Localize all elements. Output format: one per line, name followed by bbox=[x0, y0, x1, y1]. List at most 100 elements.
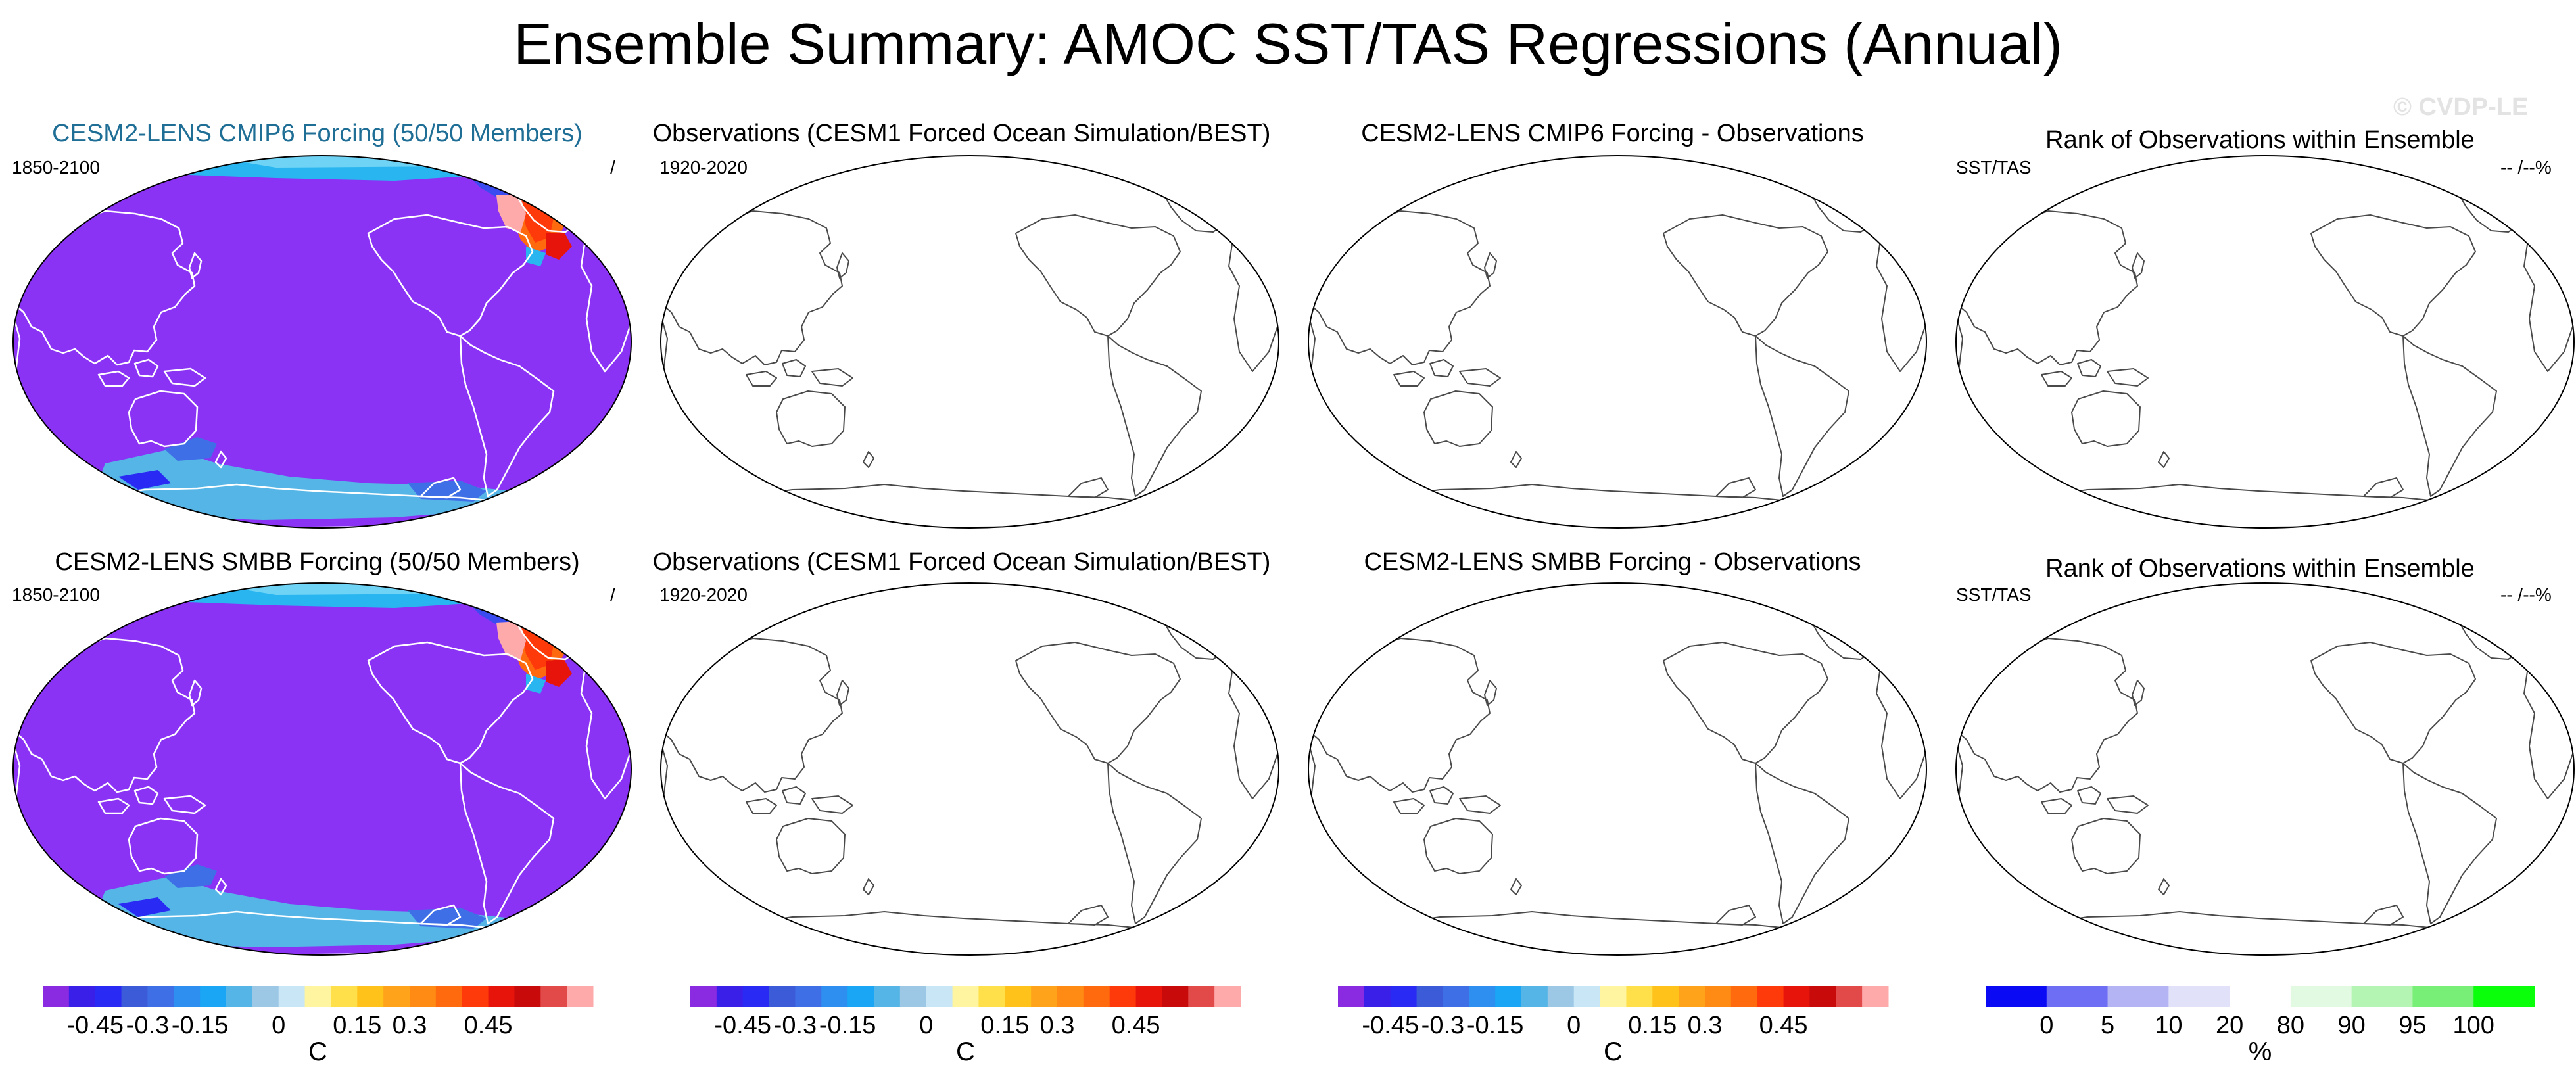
colorbar-tick-label: 0.45 bbox=[1759, 1012, 1808, 1039]
colorbar-box bbox=[899, 986, 927, 1007]
colorbar-box bbox=[1652, 986, 1679, 1007]
colorbar-c3 bbox=[1338, 986, 1889, 1007]
colorbar-tick-label: 95 bbox=[2398, 1012, 2427, 1039]
colorbar-box bbox=[1573, 986, 1601, 1007]
map-r2c4 bbox=[1930, 583, 2575, 955]
watermark: © CVDP-LE bbox=[2393, 93, 2529, 121]
colorbar-box bbox=[1005, 986, 1032, 1007]
panel-title-r1c1: CESM2-LENS CMIP6 Forcing (50/50 Members) bbox=[52, 120, 583, 147]
colorbar-box bbox=[2290, 986, 2352, 1007]
period-label-r2c2: 1920-2020 bbox=[659, 584, 748, 605]
map-r2c2 bbox=[634, 583, 1280, 955]
colorbar-box bbox=[43, 986, 70, 1007]
colorbar-box bbox=[874, 986, 901, 1007]
colorbar-box bbox=[1547, 986, 1575, 1007]
colorbar-box bbox=[1469, 986, 1496, 1007]
colorbar-box bbox=[1390, 986, 1418, 1007]
colorbar-tick-label: -0.45 bbox=[714, 1012, 772, 1039]
colorbar-box bbox=[1109, 986, 1137, 1007]
colorbar-box bbox=[716, 986, 744, 1007]
period-label-r1c1: 1850-2100 bbox=[12, 157, 100, 177]
colorbar-tick-label: -0.3 bbox=[773, 1012, 817, 1039]
colorbar-c1 bbox=[43, 986, 594, 1007]
colorbar-box bbox=[847, 986, 874, 1007]
panel-title-r2c4: Rank of Observations within Ensemble bbox=[2045, 555, 2475, 582]
colorbar-box bbox=[1836, 986, 1863, 1007]
figure-title: Ensemble Summary: AMOC SST/TAS Regressio… bbox=[513, 11, 2063, 76]
colorbar-tick-label: 0.3 bbox=[392, 1012, 427, 1039]
colorbar-box bbox=[174, 986, 201, 1007]
colorbar-box bbox=[978, 986, 1005, 1007]
colorbar-box bbox=[1495, 986, 1522, 1007]
colorbar-tick-label: 0 bbox=[1567, 1012, 1581, 1039]
panel-title-r2c1: CESM2-LENS SMBB Forcing (50/50 Members) bbox=[55, 548, 580, 576]
colorbar-box bbox=[383, 986, 410, 1007]
colorbar-tick-label: -0.15 bbox=[819, 1012, 876, 1039]
colorbar-box bbox=[2351, 986, 2413, 1007]
panel-title-r1c2: Observations (CESM1 Forced Ocean Simulat… bbox=[652, 120, 1271, 147]
colorbar-box bbox=[252, 986, 279, 1007]
colorbar-box bbox=[488, 986, 515, 1007]
colorbar-box bbox=[1809, 986, 1836, 1007]
panel-title-r2c3: CESM2-LENS SMBB Forcing - Observations bbox=[1364, 548, 1861, 576]
colorbar-tick-label: 100 bbox=[2452, 1012, 2494, 1039]
colorbar-box bbox=[1862, 986, 1889, 1007]
colorbar-box bbox=[95, 986, 122, 1007]
colorbar-box bbox=[1416, 986, 1443, 1007]
colorbar-box bbox=[514, 986, 541, 1007]
colorbar-box bbox=[226, 986, 253, 1007]
colorbar-box bbox=[2473, 986, 2535, 1007]
colorbar-box bbox=[1338, 986, 1365, 1007]
colorbar-box bbox=[952, 986, 979, 1007]
colorbar-box bbox=[357, 986, 384, 1007]
colorbar-tick-label: 0.15 bbox=[333, 1012, 382, 1039]
colorbar-box bbox=[1135, 986, 1162, 1007]
colorbar-box bbox=[1057, 986, 1084, 1007]
colorbar-box bbox=[1986, 986, 2047, 1007]
colorbar-box bbox=[1083, 986, 1110, 1007]
colorbar-box bbox=[331, 986, 358, 1007]
members-label-r2c1: / bbox=[610, 584, 615, 605]
variable-label-r1c4: SST/TAS bbox=[1956, 157, 2032, 177]
colorbar-box bbox=[1521, 986, 1548, 1007]
period-label-r1c2: 1920-2020 bbox=[659, 157, 748, 177]
colorbar-tick-label: 10 bbox=[2155, 1012, 2183, 1039]
colorbar-box bbox=[795, 986, 822, 1007]
colorbar-box bbox=[2107, 986, 2169, 1007]
colorbar-box bbox=[435, 986, 463, 1007]
colorbar-box bbox=[410, 986, 437, 1007]
colorbar-box bbox=[1162, 986, 1189, 1007]
colorbar-box bbox=[1214, 986, 1241, 1007]
colorbar-box bbox=[540, 986, 567, 1007]
colorbar-box bbox=[1757, 986, 1784, 1007]
colorbar-box bbox=[2046, 986, 2109, 1007]
colorbar-box bbox=[690, 986, 717, 1007]
percent-label-r1c4: -- /--% bbox=[2500, 157, 2552, 177]
colorbar-tick-label: 0.3 bbox=[1687, 1012, 1723, 1039]
colorbar-tick-label: -0.15 bbox=[1466, 1012, 1524, 1039]
colorbar-box bbox=[304, 986, 331, 1007]
panel-title-r1c3: CESM2-LENS CMIP6 Forcing - Observations bbox=[1361, 120, 1864, 147]
colorbar-box bbox=[926, 986, 953, 1007]
colorbar-tick-label: 80 bbox=[2276, 1012, 2305, 1039]
colorbar-c4 bbox=[1986, 986, 2535, 1007]
colorbar-box bbox=[1600, 986, 1627, 1007]
colorbar-tick-label: -0.3 bbox=[1421, 1012, 1465, 1039]
colorbar-box bbox=[147, 986, 174, 1007]
colorbar-tick-label: 0.45 bbox=[1111, 1012, 1160, 1039]
map-r2c1 bbox=[0, 582, 644, 956]
colorbar-box bbox=[1730, 986, 1758, 1007]
colorbar-tick-label: 0.45 bbox=[464, 1012, 513, 1039]
colorbar-box bbox=[68, 986, 96, 1007]
variable-label-r2c4: SST/TAS bbox=[1956, 584, 2032, 605]
colorbar-box bbox=[1443, 986, 1469, 1007]
colorbar-box bbox=[1679, 986, 1705, 1007]
colorbar-tick-label: 0 bbox=[919, 1012, 934, 1039]
colorbar-box bbox=[2412, 986, 2474, 1007]
colorbar-tick-label: 0 bbox=[2039, 1012, 2054, 1039]
colorbar-unit: % bbox=[2248, 1037, 2272, 1066]
map-r1c1 bbox=[0, 154, 644, 529]
colorbar-box bbox=[1188, 986, 1215, 1007]
colorbar-box bbox=[200, 986, 227, 1007]
